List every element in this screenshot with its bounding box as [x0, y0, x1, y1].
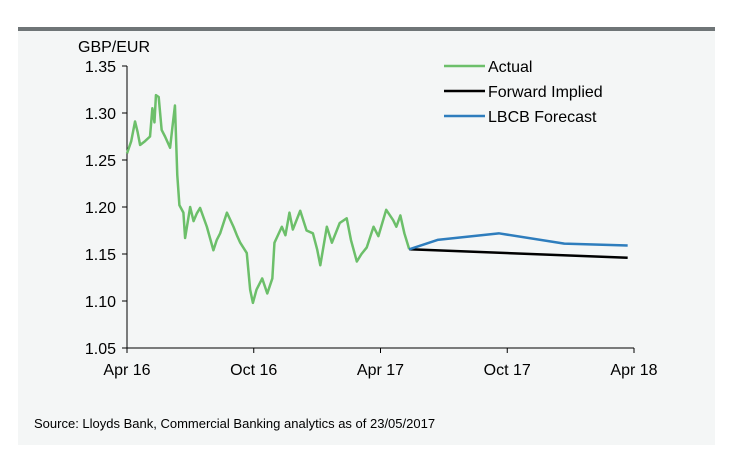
- x-tick-label: Oct 17: [484, 362, 531, 379]
- legend-label-forward-implied: Forward Implied: [488, 84, 603, 101]
- y-tick-label: 1.20: [85, 200, 116, 217]
- y-tick-label: 1.25: [85, 153, 116, 170]
- series-line-forward-implied: [409, 248, 628, 260]
- legend-label-actual: Actual: [488, 59, 532, 76]
- y-tick-label: 1.35: [85, 59, 116, 76]
- x-tick-label: Apr 16: [103, 362, 150, 379]
- legend-label-lbcb-forecast: LBCB Forecast: [488, 109, 597, 126]
- y-tick-label: 1.15: [85, 247, 116, 264]
- x-tick-label: Apr 17: [357, 362, 404, 379]
- y-tick-label: 1.05: [85, 341, 116, 358]
- header-rule: [18, 27, 715, 31]
- chart-panel: [18, 31, 715, 445]
- x-tick-label: Apr 18: [610, 362, 657, 379]
- y-axis-label: GBP/EUR: [78, 39, 150, 56]
- y-tick-label: 1.10: [85, 294, 116, 311]
- source-note: Source: Lloyds Bank, Commercial Banking …: [34, 416, 435, 431]
- y-tick-label: 1.30: [85, 106, 116, 123]
- series-line-lbcb-forecast: [408, 232, 628, 251]
- x-tick-label: Oct 16: [230, 362, 277, 379]
- series-line-actual: [125, 93, 411, 305]
